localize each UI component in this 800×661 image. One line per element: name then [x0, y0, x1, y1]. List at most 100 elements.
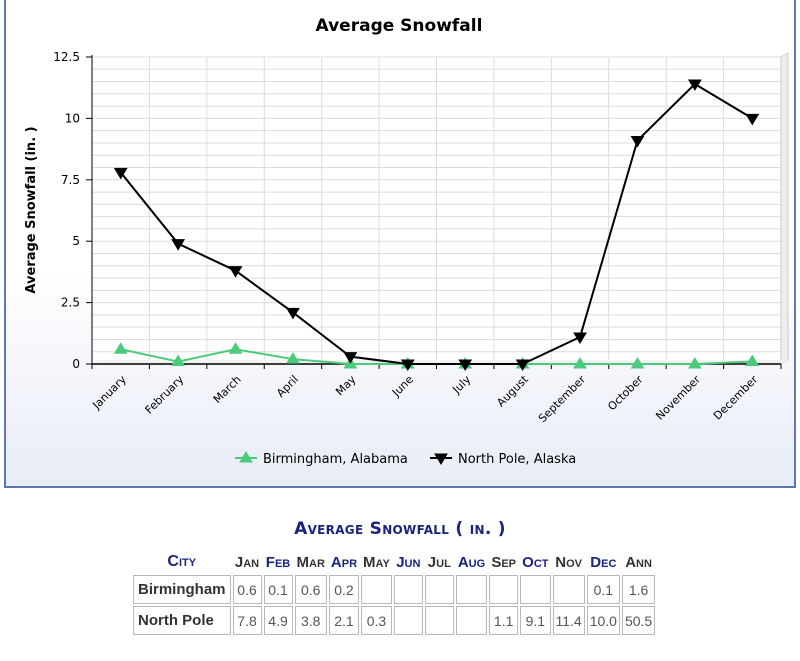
data-point [228, 266, 243, 278]
line-chart: Average Snowfall Average Snowfall (in. )… [24, 16, 789, 467]
data-point [434, 453, 448, 465]
table-cell: 1.6 [621, 575, 656, 604]
table-body: Birmingham 0.6 0.1 0.6 0.2 0.1 1.6 North Pole 7.… [133, 575, 656, 635]
table-cell: 0.1 [586, 575, 620, 604]
table-row: Birmingham 0.6 0.1 0.6 0.2 0.1 1.6 [133, 575, 656, 604]
series-line [119, 82, 753, 365]
table-header-dec: Dec [590, 553, 617, 571]
x-tick-label: November [653, 373, 703, 423]
x-tick-label: August [494, 372, 531, 409]
table-cell: 10.0 [586, 606, 620, 635]
table-cell: 0.2 [328, 575, 360, 604]
table-cell: 4.9 [263, 606, 293, 635]
x-tick-label: May [333, 373, 359, 399]
table-cell: 11.4 [552, 606, 585, 635]
legend-label: North Pole, Alaska [458, 452, 576, 467]
table-cell: 0.3 [361, 606, 392, 635]
table-cell: 0.1 [263, 575, 293, 604]
data-point [239, 451, 253, 463]
table-header-city: City [167, 553, 197, 570]
data-point [343, 352, 358, 364]
x-tick-label: October [605, 373, 646, 414]
data-point [687, 357, 702, 369]
x-tick-label: February [143, 373, 187, 417]
y-tick-label: 2.5 [61, 296, 80, 310]
table-cell [455, 575, 488, 604]
table-header-oct: Oct [522, 553, 549, 571]
table-cell: 1.1 [489, 606, 519, 635]
table-cell [424, 606, 454, 635]
y-tick-label: 5 [72, 234, 80, 248]
data-point [113, 342, 128, 354]
y-tick-label: 7.5 [61, 173, 80, 187]
series-layer [113, 79, 760, 371]
data-point [458, 359, 473, 371]
x-tick-label: December [711, 373, 761, 423]
table-header-feb: Feb [265, 553, 291, 571]
data-point [687, 79, 702, 91]
table-cell: 0.6 [294, 575, 327, 604]
table-cell: 9.1 [520, 606, 551, 635]
data-point [171, 239, 186, 251]
table-cell [489, 575, 519, 604]
table-header-jul: Jul [427, 553, 451, 571]
table-cell: 50.5 [621, 606, 656, 635]
legend-item: Birmingham, Alabama [235, 451, 408, 467]
data-point [515, 359, 530, 371]
y-tick-label: 10 [65, 111, 80, 125]
x-tick-label: March [211, 373, 244, 406]
table-row: North Pole 7.8 4.9 3.8 2.1 0.3 1.1 9.1 11.4 10.0 5… [133, 606, 656, 635]
table-header-jan: Jan [234, 553, 260, 571]
table-cell [424, 575, 454, 604]
series-north-pole-alaska [113, 79, 760, 371]
table-cell-city: North Pole [133, 606, 231, 635]
data-point [573, 357, 587, 369]
data-point [573, 332, 587, 344]
table-header-mar: Mar [296, 553, 325, 571]
y-tick-label: 12.5 [53, 50, 80, 64]
table-cell-city: Birmingham [133, 575, 231, 604]
table-header-row: City Jan Feb Mar Apr May Jun Jul Aug Sep Oct Nov Dec… [133, 551, 655, 573]
table-cell: 2.1 [328, 606, 360, 635]
legend: Birmingham, Alabama North Pole, Alaska [235, 451, 576, 467]
legend-label: Birmingham, Alabama [263, 452, 408, 467]
plot-depth-edge [780, 52, 789, 365]
x-tick-label: April [274, 373, 301, 400]
data-point [630, 357, 645, 369]
table-cell [393, 606, 423, 635]
table-header-nov: Nov [555, 553, 582, 571]
table-cell [552, 575, 585, 604]
table-cell: 3.8 [294, 606, 327, 635]
data-point [113, 167, 128, 180]
data-point [745, 113, 760, 126]
data-point [745, 354, 760, 367]
table-header-apr: Apr [330, 553, 358, 571]
table-header-aug: Aug [457, 553, 486, 571]
x-tick-label: July [449, 373, 473, 397]
table-header-may: May [363, 553, 390, 571]
legend-item: North Pole, Alaska [430, 452, 576, 467]
x-tick-label: January [89, 373, 129, 413]
data-point [630, 136, 645, 148]
table-cell: 7.8 [232, 606, 262, 635]
table-cell [520, 575, 551, 604]
y-axis-label: Average Snowfall (in. ) [24, 126, 39, 293]
table-header-ann: Ann [625, 553, 652, 571]
chart-panel: Average Snowfall Average Snowfall (in. )… [4, 0, 796, 488]
grid [91, 52, 789, 365]
table-cell [455, 606, 488, 635]
data-point [286, 307, 300, 320]
table-header-jun: Jun [396, 553, 421, 571]
data-point [228, 342, 243, 354]
chart-title: Average Snowfall [316, 16, 483, 36]
table-cell [393, 575, 423, 604]
table-title: Average Snowfall ( in. ) [294, 519, 506, 539]
table-cell [361, 575, 392, 604]
data-point [286, 352, 300, 364]
x-tick-label: September [536, 373, 589, 426]
snowfall-table: City Jan Feb Mar Apr May Jun Jul Aug Sep Oct Nov Dec… [131, 549, 657, 637]
table-header-sep: Sep [491, 553, 516, 571]
table-cell: 0.6 [232, 575, 262, 604]
y-tick-label: 0 [72, 357, 80, 371]
x-tick-label: June [389, 373, 416, 400]
